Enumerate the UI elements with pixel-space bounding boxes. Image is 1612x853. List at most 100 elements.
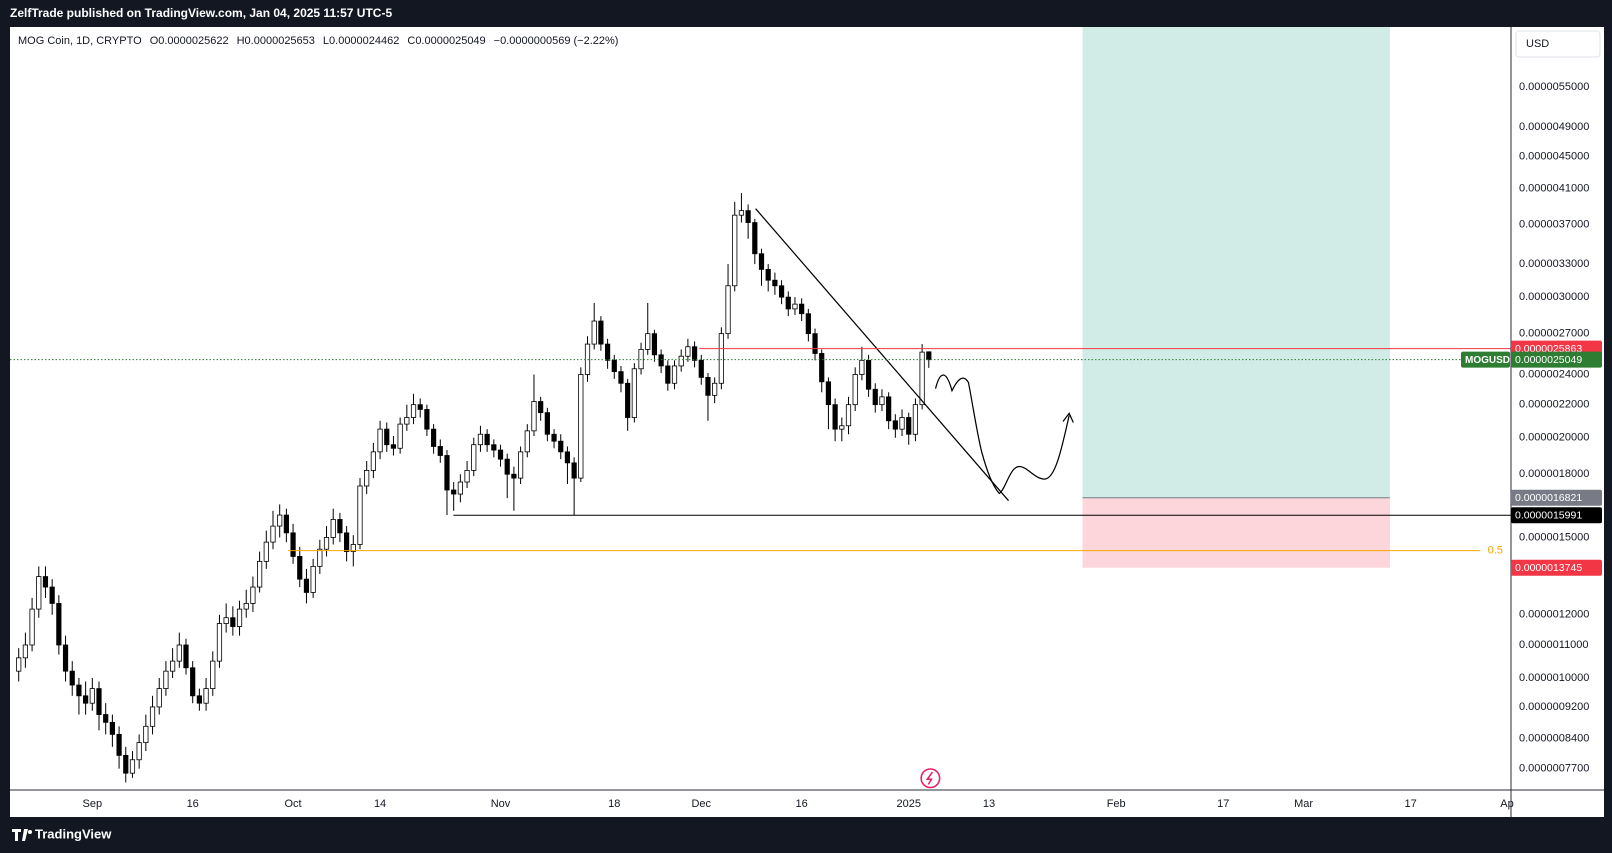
candle-body [49, 586, 55, 604]
candle-body [845, 404, 852, 427]
candle-body [678, 355, 684, 367]
candle-body [638, 349, 644, 370]
candle-body [645, 333, 651, 350]
y-tick-label: 0.0000009200 [1519, 701, 1589, 713]
brand: TradingView [35, 826, 112, 841]
y-tick-label: 0.0000027000 [1519, 328, 1589, 340]
brand-logo [12, 829, 28, 841]
candle-body [912, 404, 919, 435]
candle-body [404, 417, 410, 425]
target-zone [1082, 27, 1390, 498]
candle-body [631, 368, 637, 418]
candle-body [444, 455, 450, 491]
candle-body [758, 253, 765, 270]
candle-body [257, 560, 263, 588]
candle-body [611, 359, 617, 373]
candle-body [471, 444, 477, 471]
ohlc-value: H0.0000025653 [237, 35, 315, 47]
candle-body [457, 481, 463, 495]
candle-body [919, 351, 925, 406]
y-tick-label: 0.0000011000 [1519, 639, 1589, 651]
y-tick-label: 0.0000022000 [1519, 399, 1589, 411]
candle-body [62, 644, 69, 672]
y-tick-label: 0.0000018000 [1519, 468, 1589, 480]
candle-body [96, 688, 102, 715]
price-label: 0.0000016821 [1515, 492, 1582, 504]
y-tick-label: 0.0000033000 [1519, 258, 1589, 270]
y-tick-label: 0.0000007700 [1519, 763, 1589, 775]
candle-body [330, 519, 336, 538]
candle-body [149, 706, 156, 727]
price-label: 0.0000025049 [1515, 354, 1582, 366]
candles [16, 193, 932, 783]
levels: 0.5 [10, 348, 1511, 557]
event-bolt [925, 771, 934, 785]
x-tick-label: 17 [1217, 798, 1229, 810]
x-tick-label: 2025 [896, 798, 920, 810]
candle-body [651, 333, 658, 356]
candle-body [277, 514, 283, 527]
candle-body [56, 603, 62, 646]
candle-body [430, 428, 437, 447]
currency-button[interactable] [1515, 30, 1601, 58]
drawings [755, 208, 1074, 789]
candle-body [123, 754, 129, 774]
candle-body [183, 644, 189, 669]
x-tick-label: 14 [374, 798, 386, 810]
candle-body [76, 684, 82, 697]
candle-body [926, 351, 932, 361]
symbol-label-bg [1461, 351, 1510, 368]
candle-body [203, 688, 209, 704]
stop-zone [1082, 497, 1390, 568]
x-tick-label: 16 [187, 798, 199, 810]
candle-body [283, 514, 289, 534]
candle-body [170, 660, 176, 672]
candle-body [819, 353, 825, 383]
candle-body [136, 742, 142, 761]
candle-body [899, 417, 905, 430]
symbol-label: MOGUSD [1465, 355, 1510, 366]
ohlc-value: C0.0000025049 [407, 35, 485, 47]
candle-body [524, 430, 530, 453]
candle-body [839, 425, 845, 430]
candle-body [879, 396, 885, 406]
y-tick-label: 0.0000049000 [1519, 121, 1589, 133]
arrow-head [1062, 412, 1074, 423]
candle-body [464, 470, 470, 483]
axes: 0.0000055000 0.0000049000 0.0000045000 0.00… [83, 81, 1602, 810]
candle-body [712, 382, 718, 396]
candle-body [544, 412, 550, 435]
candle-body [665, 365, 671, 384]
candle-body [317, 548, 323, 567]
price-label-bg [1511, 351, 1602, 368]
y-tick-label: 0.0000015000 [1519, 531, 1589, 543]
candle-body [705, 376, 711, 396]
candle-body [390, 444, 397, 449]
legend: MOG Coin, 1D, CRYPTO O0.0000025622 H0.0000… [18, 35, 618, 47]
candle-body [805, 313, 811, 335]
candle-body [370, 451, 376, 471]
candle-body [792, 303, 798, 310]
x-tick-label: 16 [796, 798, 808, 810]
candle-body [531, 401, 537, 432]
candle-body [765, 268, 771, 281]
symbol: MOG Coin, 1D, CRYPTO [18, 35, 142, 47]
candle-body [364, 470, 370, 487]
candle-body [571, 462, 577, 479]
candle-body [350, 544, 356, 553]
candle-body [29, 608, 35, 646]
candle-body [832, 404, 838, 430]
candle-body [886, 396, 892, 422]
candle-body [42, 576, 49, 588]
candle-body [825, 381, 832, 406]
ohlc-value: −0.0000000569 (−2.22%) [494, 35, 619, 47]
candle-body [69, 670, 75, 686]
candle-body [671, 365, 678, 384]
candle-body [772, 279, 778, 287]
price-label: 0.0000015991 [1515, 510, 1582, 522]
y-tick-label: 0.0000030000 [1519, 291, 1589, 303]
x-tick-label: Nov [491, 798, 511, 810]
y-tick-label: 0.0000041000 [1519, 183, 1589, 195]
event-icon[interactable] [920, 768, 941, 789]
